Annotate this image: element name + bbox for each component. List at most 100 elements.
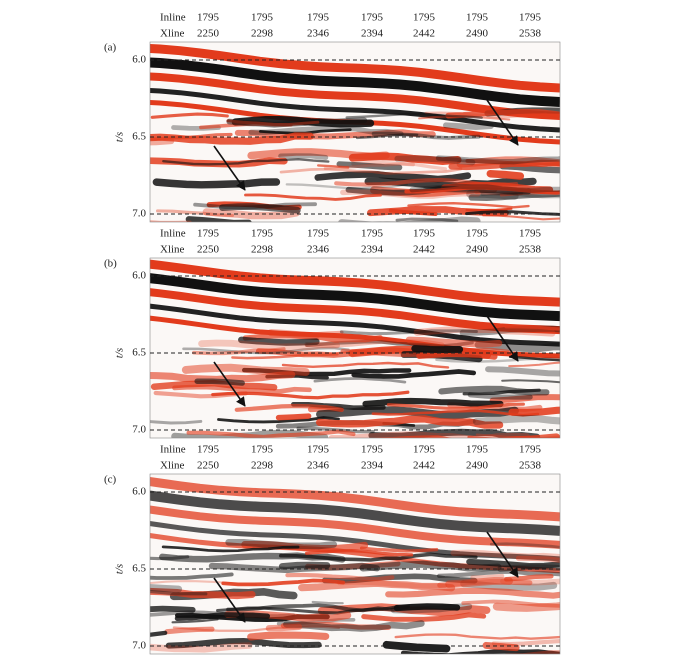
arrow xyxy=(213,577,246,623)
event xyxy=(298,579,456,592)
event xyxy=(348,152,462,165)
xline-value: 2298 xyxy=(251,460,274,472)
event xyxy=(219,203,301,214)
inline-value: 1795 xyxy=(307,12,330,24)
event xyxy=(465,210,560,217)
panel: (a) Inline Xline 1795 2250 1795 2298 1795 2346 17… xyxy=(104,12,561,223)
xline-value: 2394 xyxy=(361,28,384,40)
image-frame xyxy=(149,257,561,439)
inline-value: 1795 xyxy=(197,12,220,24)
y-tick-label: 6.0 xyxy=(132,486,146,498)
event xyxy=(482,214,560,221)
event xyxy=(150,572,234,580)
xline-value: 2298 xyxy=(251,28,274,40)
inline-value: 1795 xyxy=(519,12,542,24)
xline-value: 2490 xyxy=(466,460,489,472)
panel: (b) Inline Xline 1795 2250 1795 2298 1795 2346 17… xyxy=(104,228,561,442)
event xyxy=(171,618,219,624)
inline-label: Inline xyxy=(160,444,186,456)
event xyxy=(174,612,271,622)
event xyxy=(150,583,183,593)
inline-value: 1795 xyxy=(307,444,330,456)
event xyxy=(504,325,560,331)
inline-value: 1795 xyxy=(361,444,384,456)
event xyxy=(304,548,414,557)
inline-value: 1795 xyxy=(413,12,436,24)
xline-value: 2442 xyxy=(413,244,435,256)
xline-value: 2346 xyxy=(307,28,330,40)
event xyxy=(424,111,548,119)
event xyxy=(458,440,503,442)
event xyxy=(155,209,235,218)
event xyxy=(198,339,341,351)
event xyxy=(278,153,329,161)
event xyxy=(435,357,560,363)
event xyxy=(336,161,403,171)
inline-value: 1795 xyxy=(413,228,436,240)
event xyxy=(164,626,215,635)
event xyxy=(436,569,560,579)
event xyxy=(152,178,281,189)
y-tick-label: 6.0 xyxy=(132,54,146,66)
event xyxy=(448,159,560,171)
event xyxy=(150,605,196,613)
event xyxy=(315,415,504,429)
arrow xyxy=(213,145,246,191)
event xyxy=(435,155,560,165)
inline-value: 1795 xyxy=(466,228,489,240)
event xyxy=(313,377,407,384)
xline-value: 2346 xyxy=(307,460,330,472)
inline-value: 1795 xyxy=(519,444,542,456)
event xyxy=(413,325,556,337)
inline-value: 1795 xyxy=(466,12,489,24)
event xyxy=(234,129,436,140)
event xyxy=(265,623,303,632)
event xyxy=(321,573,478,584)
event xyxy=(474,341,560,353)
event xyxy=(394,633,560,640)
event xyxy=(361,612,487,622)
y-tick-label: 6.5 xyxy=(132,347,146,359)
inline-value: 1795 xyxy=(251,228,274,240)
event xyxy=(275,413,312,421)
event xyxy=(437,578,533,588)
event xyxy=(351,369,477,379)
event xyxy=(465,207,513,212)
xline-value: 2346 xyxy=(307,244,330,256)
event xyxy=(231,353,339,360)
event xyxy=(499,163,560,174)
event xyxy=(500,578,560,586)
reflector xyxy=(150,57,560,107)
reflector xyxy=(150,505,560,549)
xline-value: 2490 xyxy=(466,244,489,256)
event xyxy=(340,189,481,199)
event xyxy=(508,406,560,416)
reflector xyxy=(150,490,560,536)
panel-label: (b) xyxy=(104,258,117,270)
panel-label: (c) xyxy=(104,474,117,486)
event xyxy=(485,366,560,377)
xline-value: 2250 xyxy=(197,460,220,472)
event xyxy=(501,379,560,384)
y-tick-label: 7.0 xyxy=(132,424,146,436)
event xyxy=(281,361,450,369)
event xyxy=(472,415,560,426)
y-axis-label: t/s xyxy=(114,564,126,574)
inline-value: 1795 xyxy=(251,12,274,24)
reflector xyxy=(150,521,560,562)
event xyxy=(407,202,530,209)
event xyxy=(186,429,356,438)
event xyxy=(278,561,331,570)
inline-value: 1795 xyxy=(413,444,436,456)
event xyxy=(405,336,503,348)
inline-value: 1795 xyxy=(307,228,330,240)
event xyxy=(238,336,320,346)
arrow xyxy=(486,99,519,146)
inline-label: Inline xyxy=(160,12,186,24)
event xyxy=(504,573,554,582)
event xyxy=(161,545,300,553)
event xyxy=(443,122,494,131)
event xyxy=(489,542,560,549)
inline-value: 1795 xyxy=(519,228,542,240)
